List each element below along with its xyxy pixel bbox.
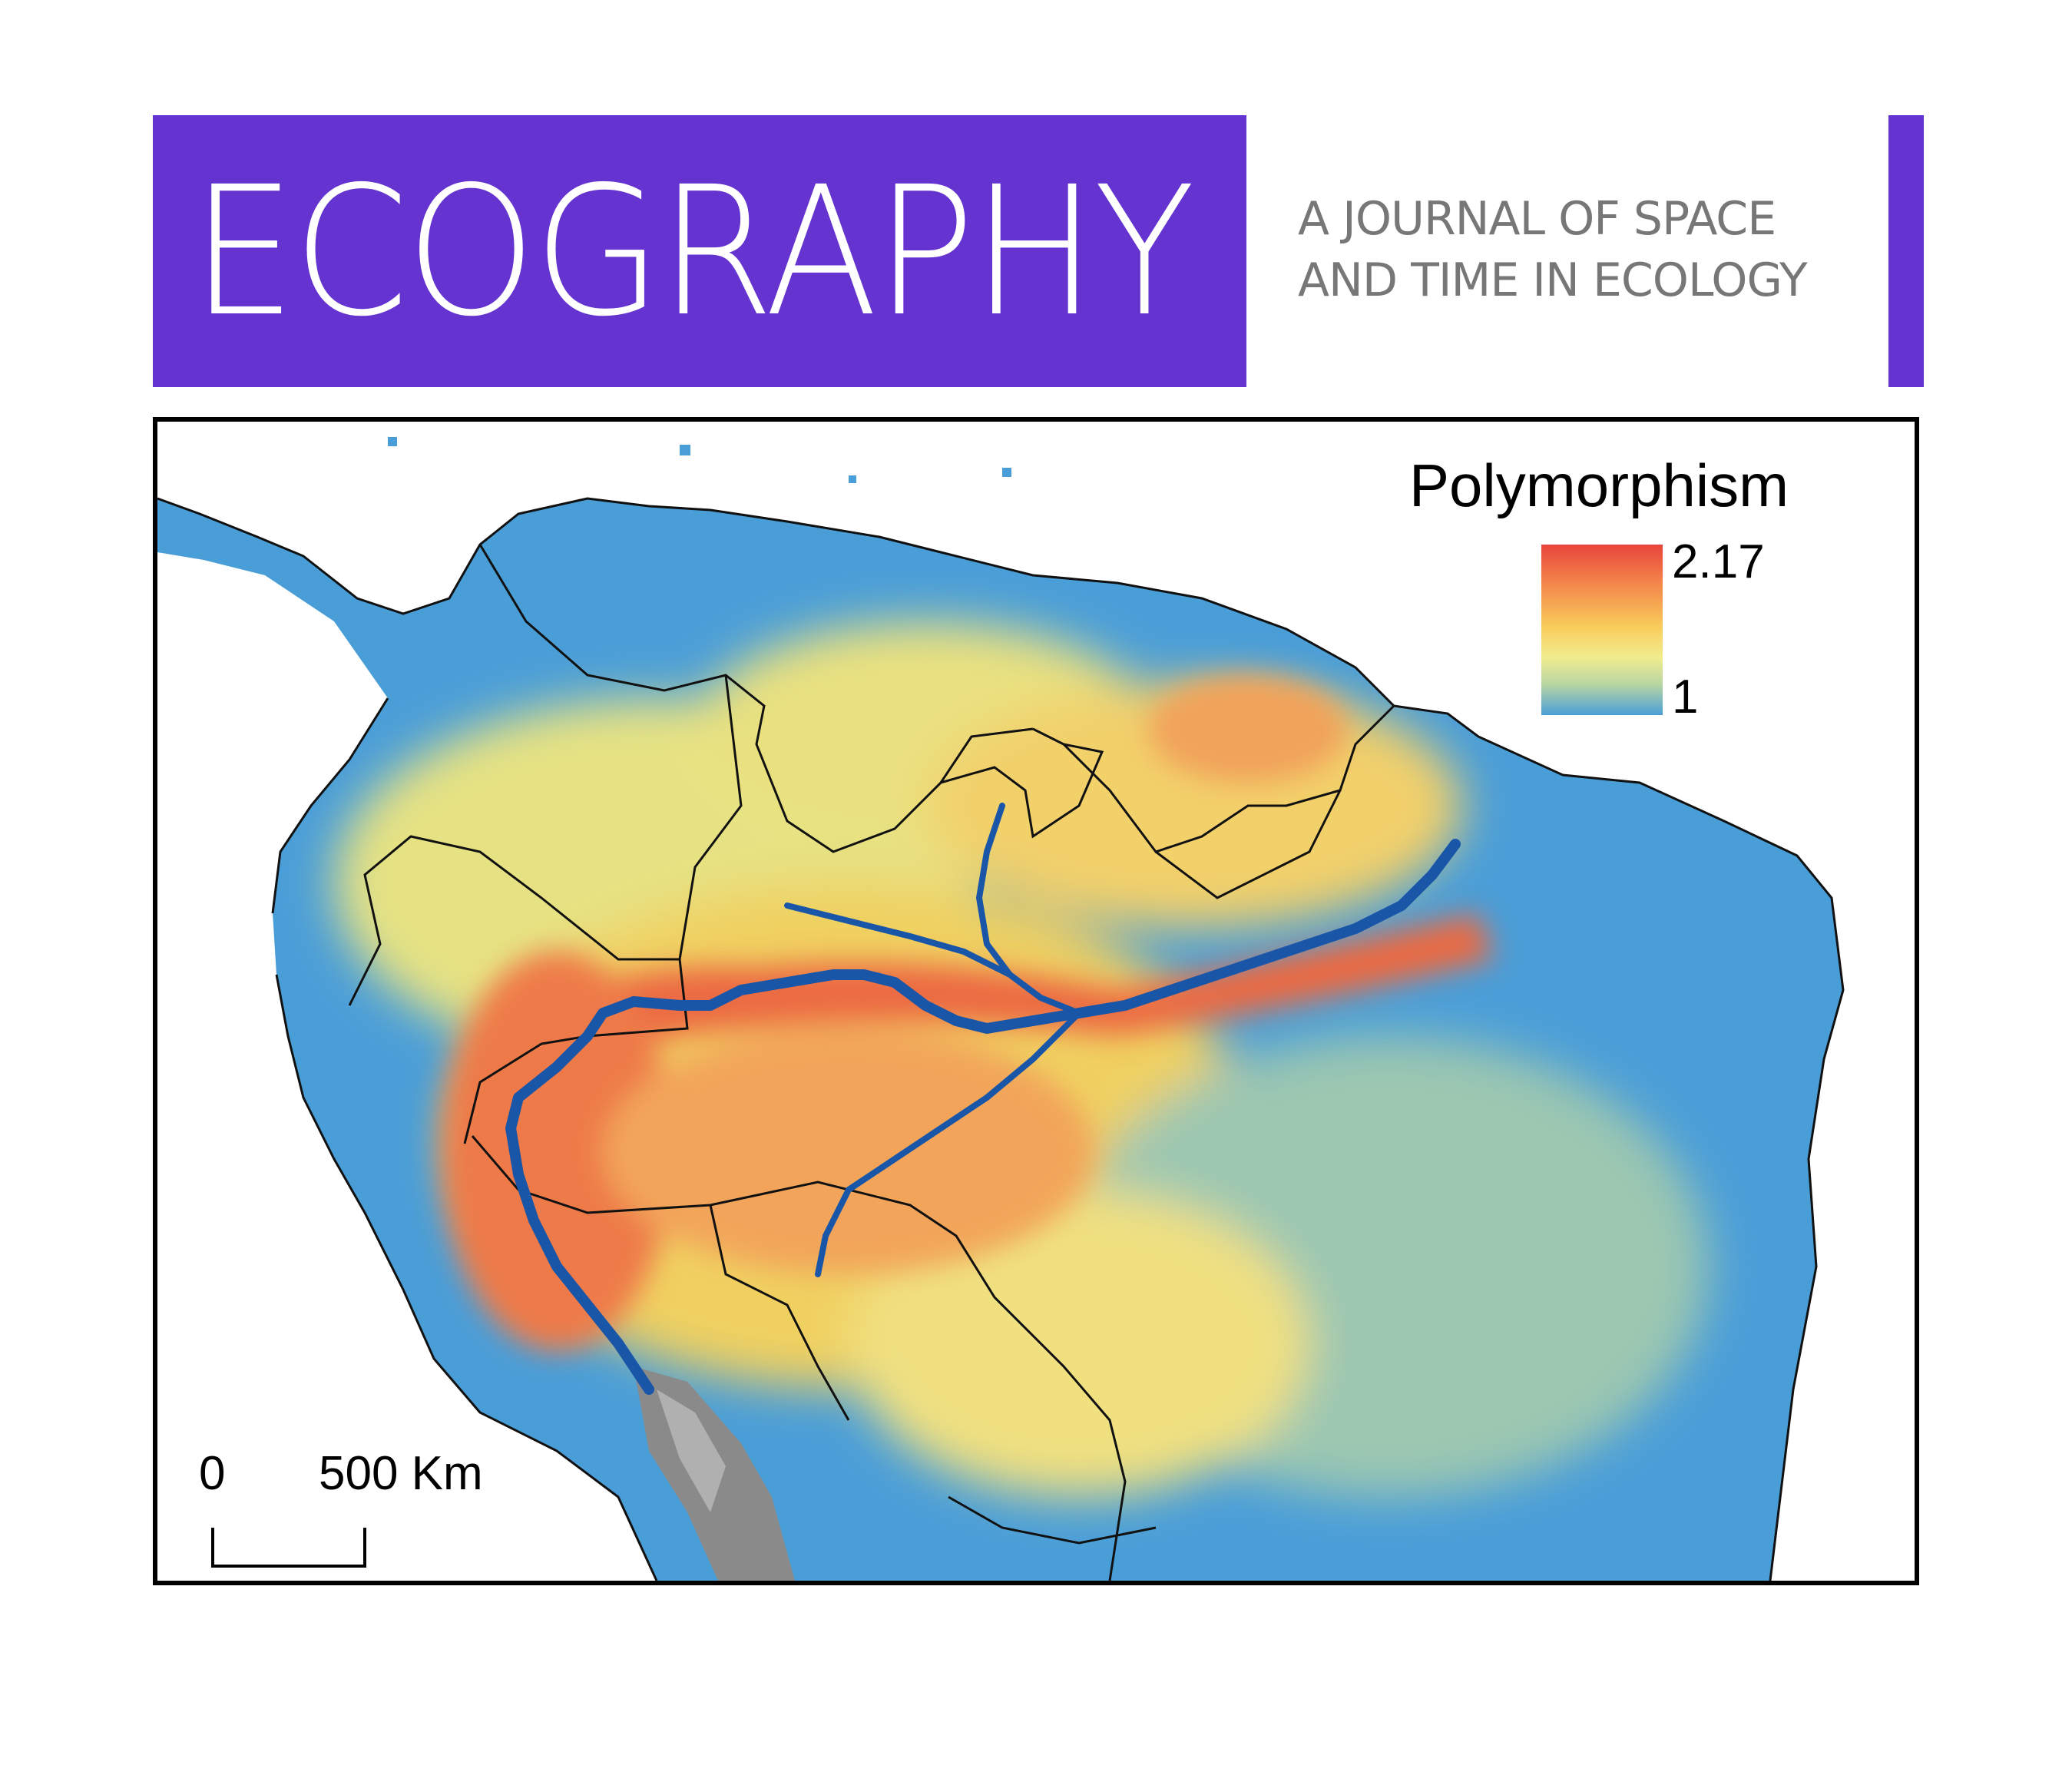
tagline-line-1: A JOURNAL OF SPACE <box>1298 192 1776 246</box>
andes-relief <box>634 1366 795 1581</box>
country-borders <box>157 497 1845 1581</box>
polymorphism-map: Polymorphism 2.17 1 0 500 Km <box>153 417 1919 1585</box>
legend-title: Polymorphism <box>1409 452 1789 519</box>
legend-max-label: 2.17 <box>1672 535 1765 588</box>
amazon-rivers <box>505 803 1461 1395</box>
scale-bar-distance-label: 500 Km <box>319 1447 483 1500</box>
journal-name: ECOGRAPHY <box>191 148 1195 356</box>
legend-min-label: 1 <box>1672 671 1699 724</box>
banner-accent-bar <box>1888 115 1924 387</box>
tagline-line-2: AND TIME IN ECOLOGY <box>1298 253 1808 307</box>
legend-color-ramp <box>1541 545 1663 715</box>
scale-bar <box>211 1528 366 1568</box>
caribbean-islands <box>388 437 1011 483</box>
journal-banner: ECOGRAPHY <box>153 115 1246 387</box>
journal-tagline: A JOURNAL OF SPACE AND TIME IN ECOLOGY <box>1298 188 1808 311</box>
scale-bar-zero-label: 0 <box>199 1447 226 1500</box>
